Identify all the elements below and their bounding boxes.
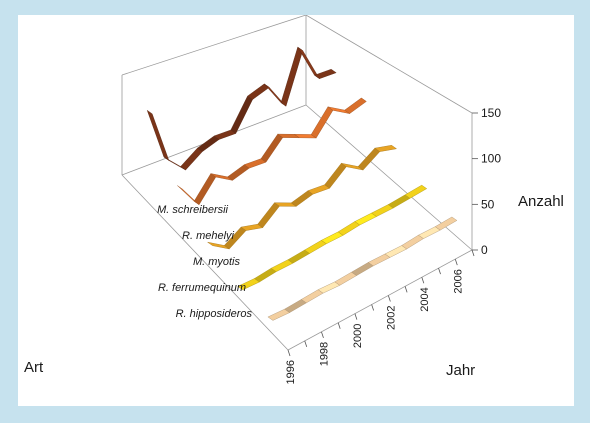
z-ticks-group: 0 50 100 150 xyxy=(472,106,501,257)
ribbon-segment xyxy=(418,226,441,239)
ribbon-segment xyxy=(260,133,284,163)
ribbon-segment xyxy=(354,212,377,226)
x-tick-label: 2006 xyxy=(452,269,464,293)
ribbon-segment xyxy=(163,156,186,171)
ribbon-segment xyxy=(290,190,314,207)
ribbon-segment xyxy=(371,204,394,217)
x-tick xyxy=(404,286,408,293)
ribbon-segment xyxy=(401,234,424,250)
z-tick-label: 150 xyxy=(481,106,501,120)
x-tick xyxy=(438,268,441,275)
x-tick xyxy=(471,249,475,257)
x-tick xyxy=(454,258,458,266)
x-tick xyxy=(304,340,308,348)
series-ribbon xyxy=(177,97,367,206)
x-tick xyxy=(387,295,391,302)
ribbon-segment xyxy=(337,221,361,236)
series-ribbon xyxy=(146,46,337,171)
ribbon-segment xyxy=(317,281,341,294)
ribbon-segment xyxy=(367,253,391,267)
y-axis-title: Art xyxy=(24,359,44,376)
ribbon-segment xyxy=(297,46,320,79)
series-label: M. myotis xyxy=(193,256,241,268)
ribbon-segment xyxy=(304,240,327,254)
series-ribbon xyxy=(237,184,428,291)
ribbon-segment xyxy=(300,289,324,304)
ribbon-segment xyxy=(334,271,357,286)
ribbon-chart: 1996 1998 2000 2002 2004 2006 0 50 100 150 M. sc… xyxy=(24,15,564,384)
x-tick-label: 2000 xyxy=(352,324,364,348)
z-axis-title: Anzahl xyxy=(518,193,564,210)
ribbon-segment xyxy=(193,173,217,206)
ribbon-segment xyxy=(230,95,253,134)
ribbon-segment xyxy=(384,245,408,258)
x-ticks-group: 1996 1998 2000 2002 2004 2006 xyxy=(285,249,475,384)
ribbon-segment xyxy=(374,145,398,152)
ribbon-segment xyxy=(247,83,270,100)
ribbon-segment xyxy=(254,267,277,283)
ribbon-segment xyxy=(320,231,344,245)
ribbon-segment xyxy=(434,216,458,231)
ribbon-segment xyxy=(287,249,311,264)
ribbon-segment xyxy=(324,162,347,189)
ribbon-segment xyxy=(387,194,411,209)
x-tick xyxy=(371,304,375,311)
x-tick-label: 1996 xyxy=(285,360,297,384)
series-ribbon xyxy=(267,216,458,321)
ribbon-segment xyxy=(146,109,170,162)
z-tick-label: 100 xyxy=(481,152,501,166)
ribbon-segment xyxy=(197,135,220,152)
ribbon-segment xyxy=(257,202,280,228)
series-labels-group: M. schreibersii R. mehelyi M. myotis R. fer… xyxy=(157,204,252,320)
series-ribbon xyxy=(207,145,398,250)
x-tick-label: 2002 xyxy=(385,305,397,329)
series-label: R. hipposideros xyxy=(176,308,253,320)
x-tick xyxy=(421,277,425,284)
ribbon-segment xyxy=(344,97,367,114)
x-tick xyxy=(287,349,291,357)
series-label: M. schreibersii xyxy=(157,204,228,216)
ribbons-group xyxy=(146,46,458,321)
ribbon-segment xyxy=(310,106,334,139)
ribbon-segment xyxy=(351,262,374,276)
ribbon-segment xyxy=(270,259,294,272)
x-tick xyxy=(354,313,358,320)
x-axis-title: Jahr xyxy=(446,362,475,379)
ribbon-segment xyxy=(404,184,428,199)
chart-frame: 1996 1998 2000 2002 2004 2006 0 50 100 150 M. sc… xyxy=(18,15,574,406)
ribbon-segment xyxy=(227,164,250,181)
series-label: R. ferrumequinum xyxy=(158,282,246,294)
z-tick-label: 50 xyxy=(481,197,495,211)
ribbon-segment xyxy=(267,308,291,321)
x-tick-label: 2004 xyxy=(419,287,431,311)
ribbon-segment xyxy=(314,68,337,79)
ribbon-segment xyxy=(280,46,303,107)
series-label: R. mehelyi xyxy=(182,230,235,242)
z-tick-label: 0 xyxy=(481,243,488,257)
x-tick xyxy=(321,331,324,338)
ribbon-segment xyxy=(284,299,307,313)
x-tick-label: 1998 xyxy=(318,342,330,366)
x-tick xyxy=(337,322,341,329)
